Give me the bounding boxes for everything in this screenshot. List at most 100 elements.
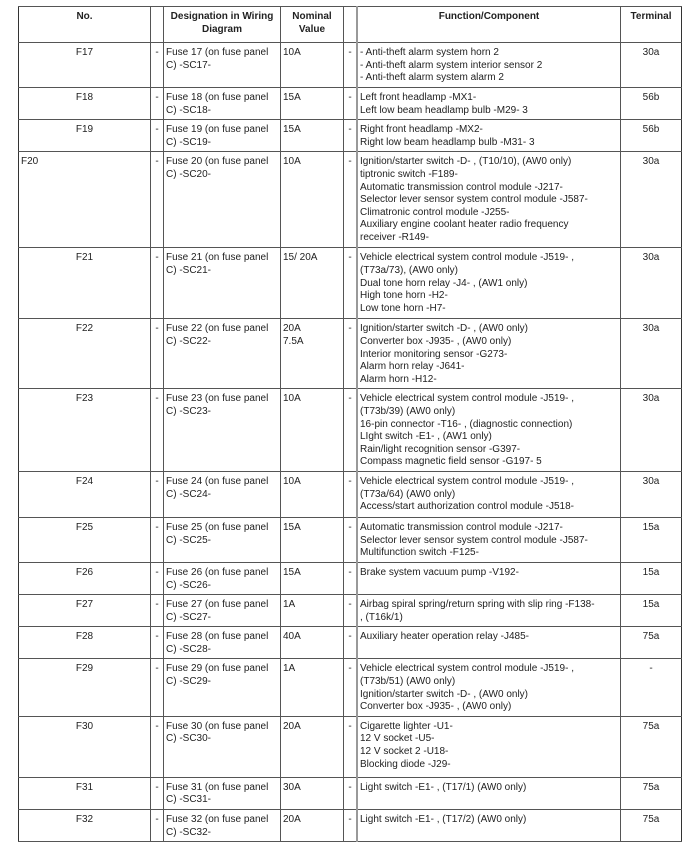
function-line: 12 V socket -U5- [360, 733, 435, 745]
dash-cell: - [343, 42, 358, 88]
table-row: F29- Fuse 29 (on fuse panel C) -SC29- 1A - V… [18, 658, 682, 717]
table-row: F20- Fuse 20 (on fuse panel C) -SC20- 10A -… [18, 151, 682, 249]
dash-cell: - [343, 119, 358, 153]
function-cell: Cigarette lighter -U1- 12 V socket -U5- 12… [357, 715, 621, 778]
terminal-cell: 30a [620, 151, 682, 249]
function-line: Vehicle electrical system control module… [360, 475, 574, 487]
fuse-number: F27 [18, 594, 151, 628]
designation-cell: Fuse 29 (on fuse panel C) -SC29- [163, 658, 281, 717]
dash-cell: - [343, 715, 358, 778]
nominal-value-cell: 15A [280, 86, 344, 121]
nominal-value-cell: 15/ 20A [280, 247, 344, 320]
function-cell: Left front headlamp -MX1- Left low beam h… [357, 86, 621, 121]
terminal-cell: 30a [620, 247, 682, 320]
table-row: F28- Fuse 28 (on fuse panel C) -SC28- 40A -… [18, 626, 682, 660]
dash-cell: - [343, 776, 358, 811]
dash-cell: - [150, 776, 164, 811]
nominal-value: 20A [283, 323, 301, 335]
function-line: Access/start authorization control modul… [360, 501, 574, 513]
nominal-value-cell: 10A [280, 388, 344, 472]
header-terminal: Terminal [620, 6, 682, 43]
fuse-number: F20 [18, 151, 151, 249]
dash-cell: - [343, 388, 358, 472]
nominal-value-cell: 10A [280, 470, 344, 518]
nominal-value-cell: 30A [280, 776, 344, 811]
nominal-value-cell: 10A [280, 151, 344, 249]
nominal-value-cell: 15A [280, 516, 344, 563]
function-line: High tone horn -H2- [360, 290, 448, 302]
dash-cell: - [150, 318, 164, 390]
dash-cell: - [343, 151, 358, 249]
designation-cell: Fuse 17 (on fuse panel C) -SC17- [163, 42, 281, 88]
function-line: (T73a/64) (AW0 only) [360, 488, 456, 500]
table-row: F23- Fuse 23 (on fuse panel C) -SC23- 10A -… [18, 388, 682, 472]
terminal-cell: 30a [620, 388, 682, 472]
function-line: - Anti-theft alarm system alarm 2 [360, 72, 504, 84]
fuse-number: F25 [18, 516, 151, 563]
fuse-number: F24 [18, 470, 151, 518]
nominal-value: 15/ 20A [283, 252, 318, 264]
function-cell: Vehicle electrical system control module… [357, 658, 621, 717]
dash-cell: - [343, 561, 358, 596]
designation-cell: Fuse 32 (on fuse panel C) -SC32- [163, 809, 281, 842]
nominal-value: 10A [283, 156, 301, 168]
nominal-value: 20A [283, 814, 301, 826]
terminal-cell: 30a [620, 470, 682, 518]
terminal-cell: 75a [620, 715, 682, 778]
function-line: receiver -R149- [360, 231, 429, 243]
designation-cell: Fuse 18 (on fuse panel C) -SC18- [163, 86, 281, 121]
function-cell: Auxiliary heater operation relay -J485- [357, 626, 621, 660]
designation-cell: Fuse 20 (on fuse panel C) -SC20- [163, 151, 281, 249]
function-cell: Airbag spiral spring/return spring with … [357, 594, 621, 628]
function-line: Automatic transmission control module -J… [360, 181, 563, 193]
nominal-value: 1A [283, 663, 296, 675]
header-spacer [343, 6, 358, 43]
function-line: (T73b/51) (AW0 only) [360, 676, 456, 688]
table-row: F27- Fuse 27 (on fuse panel C) -SC27- 1A - A… [18, 594, 682, 628]
function-cell: Vehicle electrical system control module… [357, 388, 621, 472]
table-row: F22- Fuse 22 (on fuse panel C) -SC22- 20A 7… [18, 318, 682, 390]
dash-cell: - [150, 151, 164, 249]
dash-cell: - [343, 86, 358, 121]
table-row: F25- Fuse 25 (on fuse panel C) -SC25- 15A -… [18, 516, 682, 563]
function-line: Light switch -E1- , (T17/1) (AW0 only) [360, 781, 527, 793]
nominal-value: 40A [283, 631, 301, 643]
terminal-cell: 30a [620, 318, 682, 390]
fuse-number: F28 [18, 626, 151, 660]
fuse-number: F23 [18, 388, 151, 472]
dash-cell: - [150, 42, 164, 88]
function-line: Auxiliary heater operation relay -J485- [360, 631, 529, 643]
table-row: F21- Fuse 21 (on fuse panel C) -SC21- 15/ … [18, 247, 682, 320]
function-line: Multifunction switch -F125- [360, 547, 479, 559]
dash-cell: - [150, 626, 164, 660]
fuse-number: F31 [18, 776, 151, 811]
dash-cell: - [150, 561, 164, 596]
function-line: 16-pin connector -T16- , (diagnostic con… [360, 418, 573, 430]
terminal-cell: 15a [620, 594, 682, 628]
header-designation: Designation in Wiring Diagram [163, 6, 281, 43]
fuse-number: F22 [18, 318, 151, 390]
function-line: Ignition/starter switch -D- , (AW0 only) [360, 688, 529, 700]
function-cell: Ignition/starter switch -D- , (AW0 only)… [357, 318, 621, 390]
dash-cell: - [343, 247, 358, 320]
designation-cell: Fuse 24 (on fuse panel C) -SC24- [163, 470, 281, 518]
function-line: Low tone horn -H7- [360, 302, 446, 314]
function-line: (T73b/39) (AW0 only) [360, 405, 456, 417]
function-cell: Vehicle electrical system control module… [357, 470, 621, 518]
nominal-value: 15A [283, 566, 301, 578]
function-cell: Right front headlamp -MX2- Right low beam… [357, 119, 621, 153]
function-line: Selector lever sensor system control mod… [360, 534, 588, 546]
function-line: Dual tone horn relay -J4- , (AW1 only) [360, 277, 528, 289]
function-cell: Brake system vacuum pump -V192- [357, 561, 621, 596]
terminal-cell: - [620, 658, 682, 717]
function-cell: - Anti-theft alarm system horn 2- Anti-t… [357, 42, 621, 88]
terminal-cell: 15a [620, 561, 682, 596]
function-line: Compass magnetic field sensor -G197- 5 [360, 456, 542, 468]
fuse-number: F30 [18, 715, 151, 778]
dash-cell: - [150, 86, 164, 121]
nominal-value: 15A [283, 521, 301, 533]
dash-cell: - [343, 516, 358, 563]
designation-cell: Fuse 31 (on fuse panel C) -SC31- [163, 776, 281, 811]
header-nominal: Nominal Value [280, 6, 344, 43]
function-cell: Light switch -E1- , (T17/2) (AW0 only) [357, 809, 621, 842]
